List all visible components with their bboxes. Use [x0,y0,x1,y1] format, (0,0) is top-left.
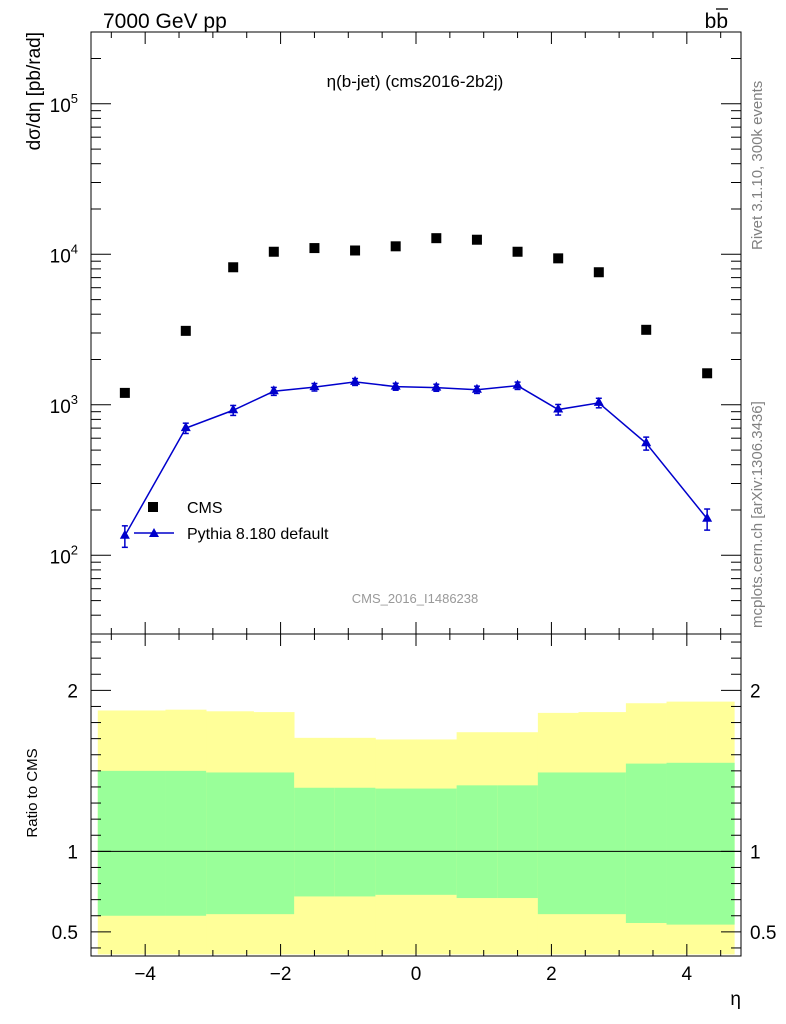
pythia-point [512,379,523,389]
pythia-point [180,422,191,432]
y-tick-label: 105 [50,91,78,117]
ratio-y-tick-label-right: 0.5 [750,923,776,944]
inner-band-bin [294,787,336,897]
pythia-point [268,385,279,395]
cms-point [702,368,713,379]
y-axis-label: dσ/dη [pb/rad] [24,32,45,150]
beam-label: 7000 GeV pp [103,10,227,33]
pythia-point [309,381,320,391]
main-axis-ticks [91,31,741,635]
series-pythia [119,375,713,549]
ratio-panel: 0.5 0.5 1 1 2 2 −4 −2 0 2 4 Ratio to CMS η [24,633,777,1010]
cms-point [512,246,523,257]
pythia-line [124,381,708,537]
inner-band-bin [206,772,254,915]
pythia-point [228,404,239,414]
x-tick-label: 0 [411,964,422,985]
inner-band-bin [416,788,458,895]
rivet-label: Rivet 3.1.10, 300k events [749,81,766,250]
pythia-point [431,381,442,391]
y-tick-label: 103 [50,392,78,418]
cms-point [268,246,279,257]
x-axis-label: η [730,989,741,1010]
y-tick-label: 102 [50,542,78,568]
cms-point [553,253,564,264]
inner-band-bin [375,788,417,895]
pythia-point [593,396,604,406]
watermark: CMS_2016_I1486238 [352,591,479,606]
pythia-point [390,380,401,390]
pythia-point [553,403,564,413]
mcplots-label: mcplots.cern.ch [arXiv:1306.3436] [749,401,766,628]
ratio-y-tick-label-right: 1 [750,842,761,863]
inner-band-bin [666,762,735,925]
inner-band-bin [497,785,539,899]
cms-point [309,243,320,254]
inner-band-bin [537,772,579,915]
plot-title: η(b-jet) (cms2016-2b2j) [327,72,504,91]
ratio-axis-ticks [91,634,741,956]
inner-band-bin [97,770,166,916]
cms-point [119,387,130,398]
inner-band-bin [625,763,667,923]
inner-band-bin [165,770,207,916]
ratio-y-axis-label: Ratio to CMS [24,748,41,837]
cms-point [390,241,401,252]
cms-point [431,233,442,244]
ratio-bands [97,701,735,955]
cms-point [641,324,652,335]
pythia-point [641,437,652,447]
x-tick-labels: −4 −2 0 2 4 [134,964,692,985]
cms-point [350,245,361,256]
legend: CMS Pythia 8.180 default [134,500,329,543]
cms-point [228,262,239,273]
pythia-point [119,529,130,539]
legend-pythia-marker [149,528,159,537]
main-panel: 102 103 104 105 η(b-jet) (cms2016-2b2j) CMS… [24,31,742,635]
cms-point [180,325,191,336]
x-tick-label: −4 [134,964,156,985]
y-tick-label: 104 [50,241,78,267]
cms-point [593,267,604,278]
pythia-point [471,383,482,393]
ratio-y-tick-label: 2 [67,681,78,702]
inner-band-bin [334,787,376,897]
ratio-y-tick-label-right: 2 [750,681,761,702]
legend-cms-label: CMS [187,500,223,517]
inner-band-bin [456,785,498,899]
ratio-y-tick-labels: 0.5 0.5 1 1 2 2 [52,681,777,944]
x-tick-label: −2 [270,964,292,985]
process-label: bb [705,10,728,33]
legend-cms-marker [148,502,158,512]
main-y-tick-labels: 102 103 104 105 [50,91,78,569]
series-cms [119,233,713,398]
pythia-point [702,512,713,522]
legend-pythia-label: Pythia 8.180 default [187,526,329,543]
pythia-point [350,375,361,385]
cms-point [471,234,482,245]
inner-band-bin [578,772,627,915]
inner-band-bin [253,772,295,915]
ratio-y-tick-label: 0.5 [52,923,78,944]
ratio-frame [90,633,742,957]
x-tick-label: 2 [546,964,557,985]
x-tick-label: 4 [682,964,693,985]
ratio-y-tick-label: 1 [67,842,78,863]
